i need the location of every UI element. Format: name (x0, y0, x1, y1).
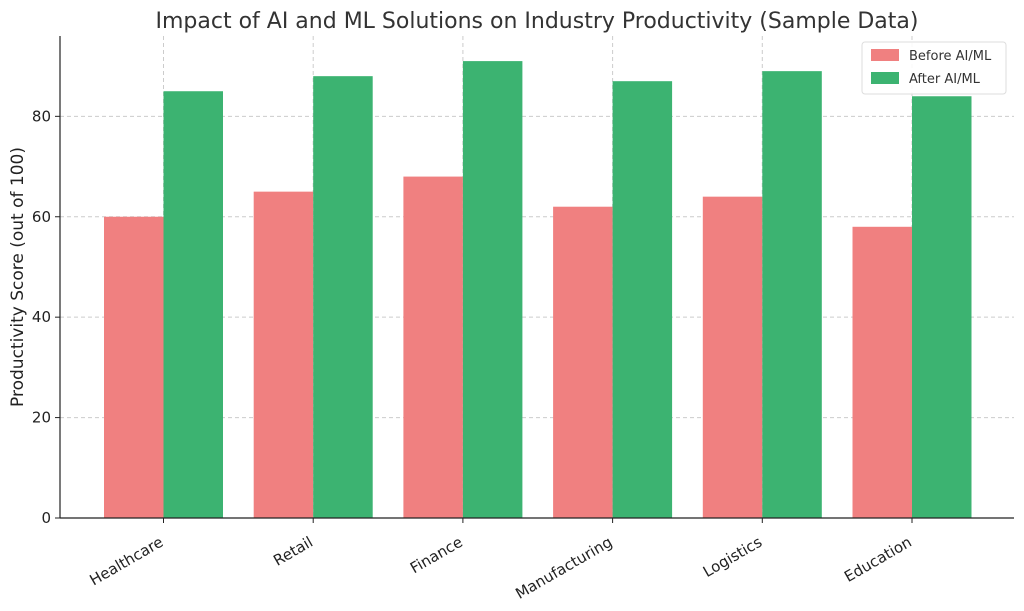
bar-logistics-after (762, 71, 822, 518)
bars-layer (104, 61, 972, 519)
legend: Before AI/ML After AI/ML (861, 41, 1007, 95)
bar-manufacturing-after (612, 81, 673, 518)
x-tick-label: Logistics (700, 533, 765, 581)
x-tick-label: Healthcare (86, 533, 166, 589)
legend-swatch-after (871, 72, 899, 84)
y-tick-label: 80 (32, 107, 51, 125)
bar-retail-after (313, 76, 373, 519)
x-tick-label: Manufacturing (512, 533, 615, 603)
bar-logistics-before (702, 196, 763, 518)
bar-retail-before (253, 191, 314, 519)
bar-healthcare-after (163, 91, 223, 519)
bar-education-after (912, 96, 972, 518)
y-ticks: 0 20 40 60 80 (32, 107, 60, 527)
y-axis-label: Productivity Score (out of 100) (8, 147, 28, 407)
legend-label-after: After AI/ML (909, 72, 981, 87)
chart-title: Impact of AI and ML Solutions on Industr… (156, 9, 919, 34)
bar-education-before (852, 226, 912, 518)
y-tick-label: 20 (32, 409, 51, 427)
x-tick-label: Retail (270, 533, 316, 570)
y-tick-label: 40 (32, 308, 51, 326)
bar-manufacturing-before (553, 206, 613, 519)
x-ticks: Healthcare Retail Finance Manufacturing Logi… (86, 518, 915, 603)
x-tick-label: Finance (407, 533, 466, 577)
y-tick-label: 0 (41, 509, 51, 527)
y-tick-label: 60 (32, 208, 51, 226)
bar-finance-after (462, 61, 523, 519)
x-tick-label: Education (841, 533, 915, 586)
legend-swatch-before (871, 49, 899, 61)
bar-healthcare-before (104, 216, 164, 518)
bar-finance-before (403, 176, 463, 519)
legend-label-before: Before AI/ML (909, 49, 992, 64)
